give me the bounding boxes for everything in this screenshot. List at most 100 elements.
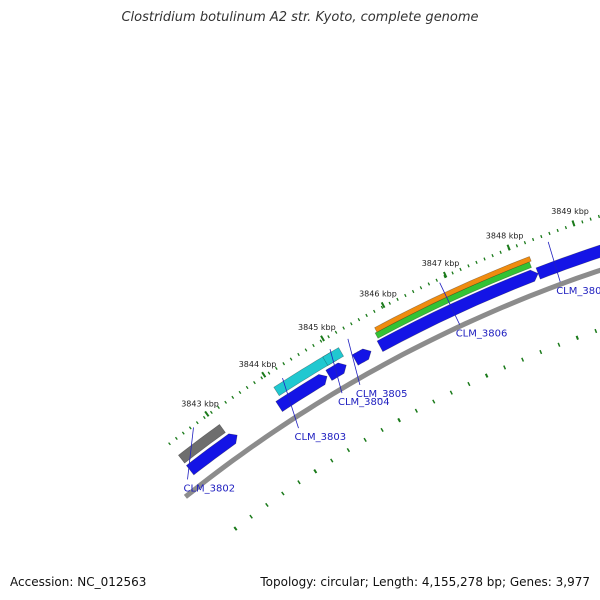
- inner-tick: [312, 343, 315, 348]
- outer-tick: [249, 514, 253, 519]
- gene-leader-line: [282, 377, 299, 429]
- inner-tick: [531, 237, 535, 242]
- outer-tick: [363, 437, 367, 442]
- outer-tick: [380, 427, 384, 432]
- cds-feature[interactable]: [185, 433, 238, 476]
- inner-tick: [289, 357, 293, 361]
- inner-tick: [342, 326, 345, 330]
- kbp-tick-label: 3849 kbp: [551, 207, 589, 216]
- cds-feature[interactable]: [351, 348, 372, 366]
- cds-feature[interactable]: [376, 269, 539, 353]
- gene-leader-line: [547, 241, 561, 283]
- inner-tick: [260, 376, 264, 380]
- genome-summary: Topology: circular; Length: 4,155,278 bp…: [260, 575, 590, 589]
- outer-tick: [467, 381, 471, 387]
- kbp-tick-label: 3844 kbp: [239, 360, 277, 369]
- inner-tick: [548, 231, 551, 236]
- backbone-line: [183, 267, 600, 499]
- kbp-tick: [380, 301, 386, 309]
- inner-tick: [304, 348, 308, 352]
- gene-label[interactable]: CLM_3805: [356, 389, 408, 400]
- gene-leader-line: [347, 338, 361, 386]
- kbp-tick: [442, 271, 448, 278]
- inner-tick: [327, 335, 330, 339]
- inner-tick: [319, 339, 323, 343]
- gene-leader-line: [439, 282, 461, 325]
- inner-tick: [380, 305, 384, 309]
- inner-tick: [188, 426, 192, 430]
- outer-tick: [521, 357, 525, 362]
- inner-tick: [419, 286, 423, 290]
- major-ticks: 3843 kbp 3844 kbp 3845 kbp 3846 kbp 3847 kbp…: [181, 207, 589, 417]
- cds-feature[interactable]: [275, 374, 328, 413]
- kbp-tick: [506, 244, 511, 251]
- kbp-tick: [320, 335, 325, 342]
- inner-tick: [540, 234, 543, 239]
- inner-tick: [589, 217, 592, 221]
- inner-tick: [174, 436, 178, 440]
- outer-tick: [414, 408, 418, 413]
- outer-tick: [297, 480, 301, 485]
- outer-tick: [432, 399, 436, 404]
- inner-tick: [373, 309, 376, 313]
- outer-tick: [233, 526, 238, 531]
- inner-tick: [297, 352, 300, 357]
- inner-tick: [443, 274, 446, 279]
- cds-feature[interactable]: [535, 243, 600, 280]
- kbp-tick-label: 3848 kbp: [486, 231, 524, 240]
- inner-tick: [467, 264, 470, 268]
- cyan-feature[interactable]: [273, 351, 337, 397]
- inner-tick: [334, 330, 338, 334]
- inner-tick: [499, 250, 502, 254]
- inner-tick: [245, 385, 249, 390]
- inner-tick: [597, 214, 600, 219]
- inner-tick: [181, 431, 185, 435]
- outer-tick: [346, 448, 351, 453]
- inner-tick: [459, 267, 462, 272]
- kbp-tick: [204, 410, 210, 417]
- inner-tick: [515, 244, 519, 248]
- inner-tick: [202, 415, 206, 420]
- inner-tick: [523, 241, 527, 245]
- gene-leader-line: [329, 348, 343, 394]
- feature-track: [177, 243, 600, 476]
- kbp-tick: [571, 220, 576, 227]
- kbp-tick-label: 3846 kbp: [359, 290, 397, 299]
- orange-feature[interactable]: [374, 256, 532, 333]
- green-feature[interactable]: [374, 261, 532, 339]
- gene-label[interactable]: CLM_3806: [456, 329, 508, 340]
- inner-tick: [435, 278, 438, 282]
- inner-tick: [556, 228, 559, 233]
- inner-tick: [427, 282, 431, 286]
- inner-tick: [388, 301, 391, 305]
- inner-tick: [404, 293, 407, 298]
- outer-tick: [265, 502, 269, 508]
- outer-tick: [539, 349, 543, 355]
- inner-tick: [483, 257, 486, 261]
- inner-tick: [267, 371, 271, 375]
- inner-tick: [168, 442, 171, 446]
- inner-tick: [282, 362, 286, 366]
- inner-tick: [209, 410, 213, 414]
- outer-tick: [330, 458, 334, 463]
- inner-tick: [357, 317, 361, 322]
- gene-leader-line: [187, 427, 194, 480]
- backbone: [183, 267, 600, 499]
- gene-label[interactable]: CLM_3804: [338, 397, 390, 408]
- kbp-tick-label: 3843 kbp: [181, 399, 219, 408]
- inner-tick: [217, 405, 220, 409]
- cyan-feature[interactable]: [322, 347, 345, 366]
- gene-label[interactable]: CLM_3803: [295, 432, 347, 443]
- inner-tick: [564, 225, 568, 230]
- inner-tick: [491, 253, 494, 258]
- inner-tick: [253, 381, 256, 385]
- inner-tick: [411, 289, 415, 294]
- gene-label[interactable]: CLM_3807: [556, 286, 600, 297]
- inner-tick: [475, 260, 478, 265]
- inner-tick: [195, 421, 199, 425]
- gene-label[interactable]: CLM_3802: [184, 483, 236, 494]
- outer-tick: [484, 373, 489, 378]
- map-title: Clostridium botulinum A2 str. Kyoto, com…: [121, 10, 479, 25]
